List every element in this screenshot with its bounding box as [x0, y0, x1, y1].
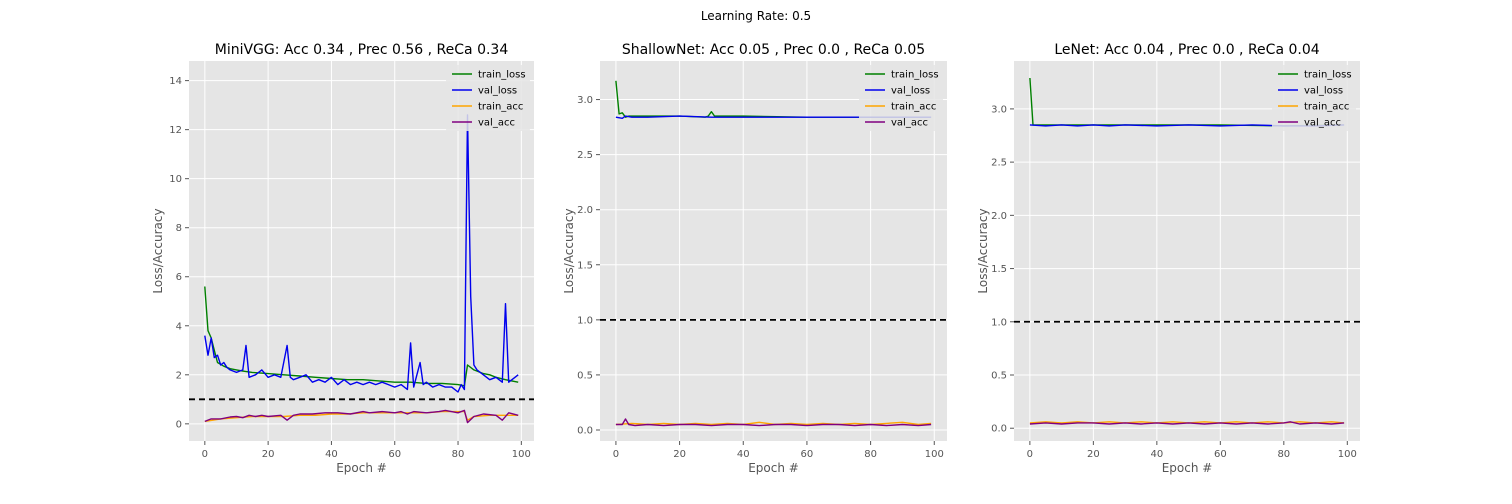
x-tick-label: 40 [737, 449, 750, 460]
series-line-train_acc [204, 410, 519, 423]
y-axis-label: Loss/Accuracy [151, 208, 165, 293]
y-tick-label: 0.5 [991, 371, 1007, 382]
series-line-val_acc [204, 409, 519, 424]
legend-label-train_acc: train_acc [891, 102, 936, 113]
legend-box [446, 65, 530, 131]
legend-label-train_acc: train_acc [1304, 102, 1349, 113]
x-tick-label: 100 [1338, 449, 1357, 460]
x-tick-label: 20 [262, 449, 275, 460]
x-tick-label: 100 [925, 449, 944, 460]
x-axis-label: Epoch # [748, 461, 799, 475]
y-tick-label: 0.0 [991, 424, 1007, 435]
figure-title: Learning Rate: 0.5 [701, 9, 811, 23]
series-line-val_acc [615, 418, 932, 427]
x-tick-label: 0 [202, 449, 208, 460]
legend-label-train_loss: train_loss [478, 70, 526, 81]
y-tick-label: 0 [176, 419, 182, 430]
panel-shallownet: 0 20 40 60 80 100 0.0 0.5 1.0 1.5 2.0 2.5 3.0 Shallow… [562, 42, 947, 475]
series-line-val_acc [1029, 421, 1345, 425]
y-tick-label: 0.0 [577, 425, 593, 436]
legend-box [1272, 65, 1356, 131]
y-tick-label: 10 [169, 174, 182, 185]
x-tick-label: 80 [864, 449, 877, 460]
y-tick-label: 1.0 [991, 317, 1007, 328]
y-tick-label: 2.5 [577, 150, 593, 161]
x-tick-label: 80 [452, 449, 465, 460]
legend: train_loss val_loss train_acc val_acc [859, 65, 943, 131]
legend-label-val_acc: val_acc [478, 118, 515, 129]
x-tick-label: 60 [388, 449, 401, 460]
y-tick-label: 4 [176, 321, 182, 332]
legend-label-train_loss: train_loss [1304, 70, 1352, 81]
chart-title: MiniVGG: Acc 0.34 , Prec 0.56 , ReCa 0.3… [215, 42, 509, 58]
x-tick-label: 0 [1027, 449, 1033, 460]
y-tick-label: 8 [176, 223, 182, 234]
y-tick-label: 0.5 [577, 370, 593, 381]
x-tick-label: 0 [613, 449, 619, 460]
y-tick-label: 2.0 [577, 205, 593, 216]
legend-box [859, 65, 943, 131]
y-tick-label: 3.0 [577, 95, 593, 106]
chart-title: LeNet: Acc 0.04 , Prec 0.0 , ReCa 0.04 [1054, 42, 1319, 58]
y-tick-label: 14 [169, 76, 182, 87]
legend-label-train_loss: train_loss [891, 70, 939, 81]
y-tick-label: 12 [169, 125, 182, 136]
x-tick-label: 100 [512, 449, 531, 460]
legend-label-val_acc: val_acc [1304, 118, 1341, 129]
legend-label-val_loss: val_loss [478, 86, 517, 97]
y-tick-label: 1.5 [991, 264, 1007, 275]
legend-label-val_loss: val_loss [1304, 86, 1343, 97]
x-axis-label: Epoch # [1162, 461, 1213, 475]
legend: train_loss val_loss train_acc val_acc [1272, 65, 1356, 131]
y-tick-label: 2.0 [991, 211, 1007, 222]
y-tick-label: 3.0 [991, 104, 1007, 115]
y-tick-label: 2.5 [991, 158, 1007, 169]
x-tick-label: 80 [1277, 449, 1290, 460]
y-axis-label: Loss/Accuracy [976, 208, 990, 293]
legend-label-val_acc: val_acc [891, 118, 928, 129]
x-tick-label: 60 [801, 449, 814, 460]
y-tick-label: 1.5 [577, 260, 593, 271]
y-axis-label: Loss/Accuracy [562, 208, 576, 293]
x-tick-label: 20 [1087, 449, 1100, 460]
y-tick-label: 6 [176, 272, 182, 283]
x-tick-label: 60 [1214, 449, 1227, 460]
series-line-val_loss [204, 114, 519, 393]
x-tick-label: 20 [673, 449, 686, 460]
x-axis-label: Epoch # [336, 461, 387, 475]
y-tick-label: 1.0 [577, 315, 593, 326]
x-tick-label: 40 [1150, 449, 1163, 460]
panel-lenet: 0 20 40 60 80 100 0.0 0.5 1.0 1.5 2.0 2.5 3.0 LeNet: … [976, 42, 1360, 475]
legend-label-val_loss: val_loss [891, 86, 930, 97]
legend-label-train_acc: train_acc [478, 102, 523, 113]
panel-minivgg: 0 20 40 60 80 100 0 2 4 6 8 10 12 14 MiniVGG: Acc 0.34… [151, 42, 534, 475]
legend: train_loss val_loss train_acc val_acc [446, 65, 530, 131]
chart-title: ShallowNet: Acc 0.05 , Prec 0.0 , ReCa 0… [622, 42, 925, 58]
x-tick-label: 40 [325, 449, 338, 460]
y-tick-label: 2 [176, 370, 182, 381]
